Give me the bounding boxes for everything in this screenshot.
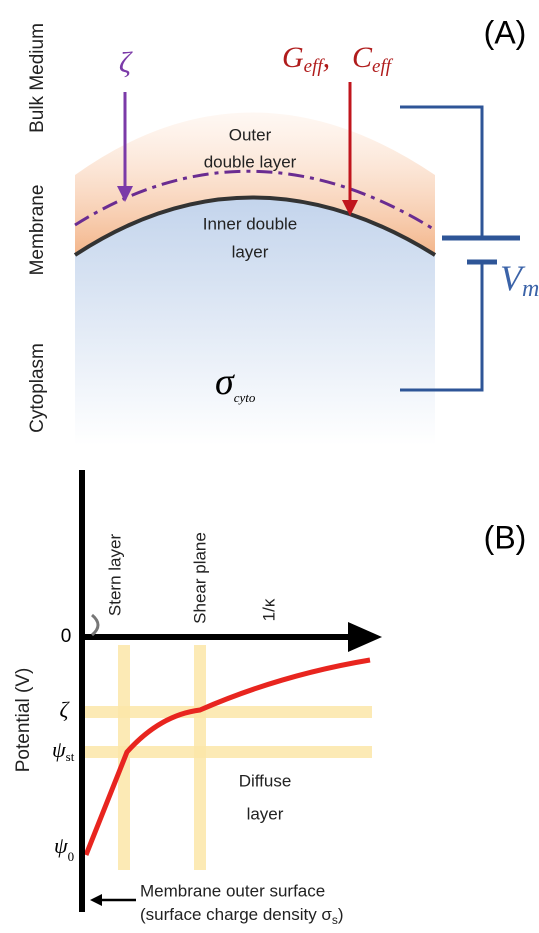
subscript: m: [522, 276, 539, 302]
panel-a: Bulk Medium Membrane Cytoplasm (A) ζ Gef…: [27, 14, 539, 445]
subscript: eff: [304, 56, 326, 77]
c-eff: Ceff: [352, 41, 394, 77]
capacitance-arrowhead: [342, 200, 358, 216]
outer-layer-label: double layer: [204, 152, 297, 171]
double-layer: [75, 112, 435, 255]
tick-label: ψst: [52, 737, 75, 764]
symbol: σ: [215, 361, 235, 403]
tick-label: ψ0: [54, 833, 74, 864]
surface-arrowhead: [90, 894, 102, 906]
surface-note-text: (surface charge density σ: [140, 905, 332, 924]
zeta-band: [84, 706, 372, 718]
region-label: Membrane: [27, 185, 48, 276]
sigma-cyto: σcyto: [215, 361, 256, 405]
stern-bracket: [90, 613, 100, 637]
subscript: eff: [372, 56, 394, 77]
separator: ,: [323, 41, 331, 74]
diffuse-layer-label: layer: [247, 804, 284, 823]
surface-note-text: ): [338, 905, 344, 924]
symbol: C: [352, 41, 373, 74]
panel-label: (B): [484, 519, 527, 555]
shear-plane: [74, 169, 436, 232]
potential-curve: [83, 657, 371, 856]
g-eff: Geff,: [282, 41, 330, 77]
inner-layer-label: Inner double: [203, 214, 298, 233]
axis-label: Potential (V): [13, 668, 34, 773]
membrane-voltage: Vm: [500, 258, 539, 301]
shear-plane-label: Shear plane: [190, 532, 209, 624]
circuit-wire: [400, 105, 484, 392]
subscript: st: [66, 749, 75, 764]
inner-layer-label: layer: [232, 242, 269, 261]
surface-note: (surface charge density σs): [140, 905, 344, 927]
membrane: [73, 195, 437, 257]
stern-layer-label: Stern layer: [105, 534, 124, 617]
debye-length-label: 1/κ: [259, 598, 278, 621]
symbol: ψ: [54, 833, 68, 858]
tick-label: 0: [61, 626, 72, 647]
outer-layer-label: Outer: [229, 125, 272, 144]
diffuse-layer-label: Diffuse: [239, 771, 292, 790]
cytoplasm-region: [75, 197, 435, 445]
surface-note: Membrane outer surface: [140, 881, 325, 900]
subscript: 0: [68, 849, 75, 864]
x-axis-arrowhead: [348, 622, 382, 652]
region-label: Bulk Medium: [27, 23, 48, 133]
zeta-symbol: ζ: [119, 46, 133, 79]
zeta-arrowhead: [117, 186, 133, 202]
region-label: Cytoplasm: [27, 343, 48, 433]
symbol: ψ: [52, 737, 66, 762]
symbol: V: [500, 258, 526, 298]
panel-b: (B) Potential (V) 0 ζ ψst ψ0 Stern layer…: [13, 470, 526, 927]
panel-label: (A): [484, 14, 527, 50]
subscript: s: [332, 913, 338, 927]
symbol: G: [282, 41, 304, 74]
tick-label: ζ: [60, 697, 71, 722]
psi-st-band: [84, 746, 372, 758]
subscript: cyto: [234, 390, 256, 405]
